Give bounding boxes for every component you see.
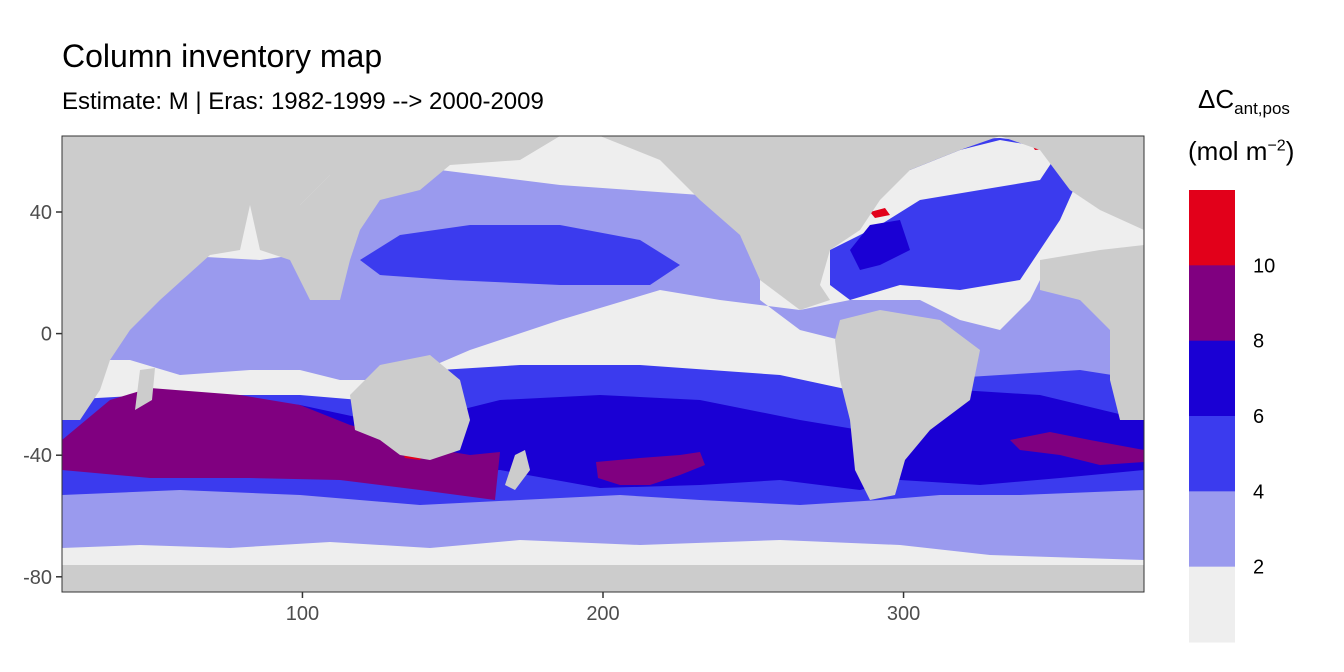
- legend-units-exp: −2: [1267, 137, 1286, 155]
- legend-break-label: 2: [1253, 557, 1264, 579]
- legend-swatch: [1189, 416, 1235, 492]
- legend-title-symbol: ΔCant,pos: [1198, 84, 1290, 119]
- y-tick-label: 0: [41, 324, 52, 346]
- legend-symbol: ΔC: [1198, 84, 1235, 114]
- land-south-america: [835, 310, 980, 500]
- legend-break-label: 6: [1253, 406, 1264, 428]
- land-australia: [350, 355, 470, 460]
- legend-swatch: [1189, 491, 1235, 568]
- region-indian-8-10: [62, 388, 500, 500]
- y-tick-label: -40: [23, 445, 52, 467]
- land-africa-east-wrap: [1040, 245, 1144, 420]
- region-spacific-8-10: [596, 452, 705, 485]
- legend-units-open: (mol m: [1188, 136, 1268, 166]
- legend-break-label: 8: [1253, 331, 1264, 353]
- region-natlantic-6-8: [850, 220, 910, 270]
- region-gt10-labrador: [870, 208, 890, 218]
- legend-break-label: 4: [1253, 481, 1264, 503]
- x-tick-label: 300: [887, 603, 920, 625]
- legend-swatch: [1189, 566, 1235, 643]
- land-masses: [62, 136, 1144, 592]
- x-tick-label: 100: [286, 603, 319, 625]
- land-greenland: [1000, 136, 1144, 230]
- land-eurasia: [250, 136, 560, 300]
- land-madagascar: [135, 368, 155, 410]
- land-antarctica: [62, 565, 1144, 592]
- legend-swatch: [1189, 265, 1235, 342]
- y-tick-label: 40: [30, 202, 52, 224]
- legend-units-close: ): [1285, 136, 1295, 166]
- y-tick-label: -80: [23, 567, 52, 589]
- legend-colorbar: 2 4 6 8 10: [1189, 190, 1275, 643]
- land-north-america: [600, 136, 1000, 310]
- legend-title-units: (mol m−2): [1188, 136, 1294, 167]
- legend-subscript: ant,pos: [1234, 99, 1290, 119]
- x-tick-label: 200: [586, 603, 619, 625]
- region-satlantic-8-10: [1010, 432, 1144, 465]
- legend-swatch: [1189, 190, 1235, 266]
- legend-swatch: [1189, 340, 1235, 417]
- land-new-zealand: [505, 450, 530, 490]
- land-africa: [62, 136, 330, 420]
- map-title: Column inventory map: [62, 38, 383, 74]
- map-subtitle: Estimate: M | Eras: 1982-1999 --> 2000-2…: [62, 88, 544, 115]
- legend-break-label: 10: [1253, 255, 1275, 277]
- region-npacific-4-6: [360, 225, 680, 285]
- region-natlantic-4-6: [830, 138, 1080, 300]
